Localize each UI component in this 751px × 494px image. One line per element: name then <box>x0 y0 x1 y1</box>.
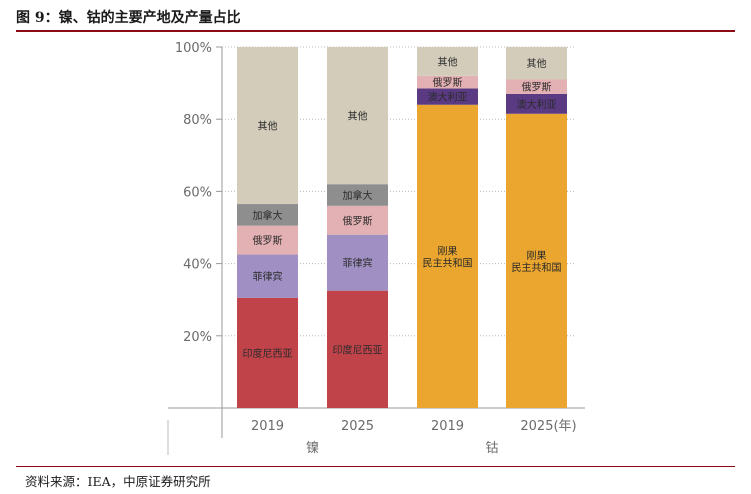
segment-label: 其他 <box>527 57 547 70</box>
bar-segment <box>237 254 298 298</box>
bar-segment <box>327 234 388 291</box>
source-rule <box>16 466 735 467</box>
bar-segment <box>506 79 567 94</box>
bar-segment <box>327 205 388 235</box>
bar-segment <box>417 88 478 105</box>
segment-label: 其他 <box>258 120 278 133</box>
segment-label: 菲律宾 <box>343 257 373 270</box>
segment-label: 菲律宾 <box>253 270 283 283</box>
bar-segment <box>237 225 298 255</box>
segment-label: 俄罗斯 <box>343 214 373 227</box>
group-label: 镍 <box>306 441 319 456</box>
segment-label: 加拿大 <box>253 209 283 222</box>
segment-label: 印度尼西亚 <box>243 347 293 360</box>
bar-segment <box>327 47 388 185</box>
segment-label: 民主共和国 <box>512 262 562 274</box>
segment-label: 俄罗斯 <box>253 234 283 247</box>
x-tick-label: 2019 <box>251 419 284 434</box>
segment-label: 刚果 <box>438 245 458 257</box>
segment-label: 其他 <box>348 110 368 123</box>
bar-segment <box>237 47 298 205</box>
y-tick-label: 20% <box>183 330 212 345</box>
bar-segment <box>417 47 478 76</box>
bar-segment <box>237 297 298 408</box>
segment-label: 俄罗斯 <box>433 76 463 89</box>
title-rule <box>16 30 735 32</box>
bar-segment <box>237 204 298 226</box>
segment-label: 印度尼西亚 <box>333 343 383 356</box>
segment-label: 澳大利亚 <box>428 91 468 104</box>
bar-segment <box>506 47 567 80</box>
y-tick-label: 80% <box>183 113 212 128</box>
bar-segment <box>506 93 567 114</box>
bar-segment <box>327 184 388 206</box>
bar-segment <box>327 290 388 408</box>
y-tick-label: 40% <box>183 258 212 273</box>
y-tick-label: 100% <box>175 41 212 56</box>
x-tick-label: 2019 <box>431 419 464 434</box>
x-tick-label: 2025(年) <box>520 419 576 434</box>
figure-source: 资料来源：IEA，中原证券研究所 <box>25 474 211 489</box>
bar-segment <box>417 75 478 89</box>
bar-segment <box>417 104 478 408</box>
segment-label: 俄罗斯 <box>522 81 552 94</box>
segment-label: 其他 <box>438 55 458 68</box>
segment-label: 澳大利亚 <box>517 98 557 111</box>
group-label: 钴 <box>485 441 498 456</box>
figure-header: 图 9：镍、钴的主要产地及产量占比 <box>16 4 735 32</box>
segment-label: 加拿大 <box>343 189 373 202</box>
y-tick-label: 60% <box>183 185 212 200</box>
figure-title: 图 9：镍、钴的主要产地及产量占比 <box>16 10 241 26</box>
x-tick-label: 2025 <box>341 419 374 434</box>
bar-segment <box>506 113 567 408</box>
segment-label: 刚果 <box>527 250 547 262</box>
segment-label: 民主共和国 <box>423 257 473 269</box>
